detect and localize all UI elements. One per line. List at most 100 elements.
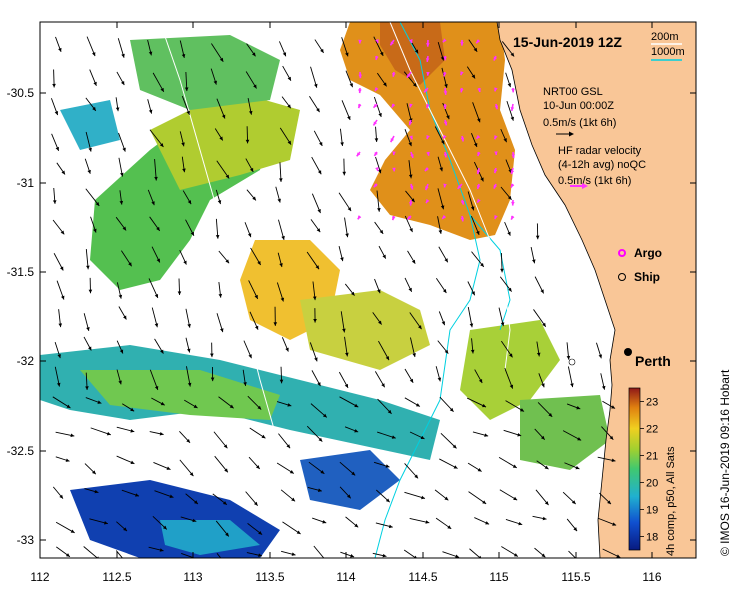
wind-arrow <box>118 157 124 177</box>
wind-arrow <box>308 461 325 475</box>
wind-arrow <box>533 309 547 328</box>
wind-arrow <box>467 281 476 296</box>
wind-arrow <box>279 127 292 145</box>
contour-1000m-b <box>469 214 511 331</box>
wind-arrow <box>182 190 192 205</box>
sst-green-coast <box>460 320 560 420</box>
wind-arrow <box>243 340 252 359</box>
wind-arrow <box>505 159 512 174</box>
wind-arrow <box>58 309 63 328</box>
colorbar-tick-label: 18 <box>646 532 658 544</box>
wind-arrow <box>409 431 425 440</box>
wind-arrow <box>470 215 480 236</box>
colorbar-tick-label: 21 <box>646 451 658 463</box>
radar-legend-line3: 0.5m/s (1kt 6h) <box>558 175 631 187</box>
wind-arrow <box>372 312 382 325</box>
wind-arrow <box>213 431 228 449</box>
radar-arrow <box>442 134 447 140</box>
y-tick-label: -32.5 <box>7 444 35 458</box>
wind-legend-arrow <box>556 131 574 137</box>
wind-arrow <box>500 128 507 143</box>
radar-arrow <box>476 167 481 175</box>
wind-arrow <box>404 491 426 500</box>
wind-arrow <box>306 251 320 270</box>
wind-arrow <box>147 99 153 114</box>
wind-arrow <box>181 156 186 173</box>
radar-arrow <box>425 199 430 204</box>
wind-arrow <box>404 397 421 407</box>
wind-arrow <box>340 551 355 558</box>
radar-arrow <box>510 215 515 220</box>
wind-arrow <box>148 278 159 299</box>
wind-arrow <box>377 431 396 439</box>
wind-arrow <box>373 96 382 118</box>
wind-arrow <box>534 276 545 294</box>
radar-arrow <box>443 71 447 77</box>
wind-arrow <box>216 553 222 558</box>
radar-arrow <box>425 55 430 62</box>
wind-arrow <box>404 129 412 147</box>
wind-arrow <box>279 162 283 182</box>
colorbar <box>628 387 641 551</box>
wind-arrow <box>537 402 553 418</box>
wind-arrow <box>468 39 478 52</box>
sst-yellow-west <box>150 90 300 190</box>
wind-arrow <box>312 281 317 301</box>
wind-arrow <box>404 463 419 479</box>
wind-arrow <box>84 463 97 475</box>
radar-arrow <box>357 215 362 220</box>
wind-arrow <box>339 396 359 408</box>
wind-arrow <box>89 518 108 525</box>
wind-arrow <box>246 552 263 557</box>
wind-arrow <box>249 427 266 439</box>
wind-arrow <box>184 399 198 409</box>
x-tick-label: 113.5 <box>255 570 284 584</box>
wind-arrow <box>566 518 578 532</box>
radar-arrow <box>408 119 413 126</box>
wind-arrow <box>247 523 263 535</box>
wind-arrow <box>500 186 512 201</box>
wind-arrow <box>434 489 449 501</box>
wind-arrow <box>179 249 187 265</box>
radar-arrow <box>476 198 481 204</box>
wind-arrow <box>500 253 504 273</box>
radar-arrow <box>358 87 362 94</box>
wind-arrow <box>152 515 168 530</box>
radar-arrow <box>426 71 430 76</box>
wind-arrow <box>338 246 344 262</box>
wind-arrow <box>309 95 320 113</box>
wind-arrow <box>341 37 349 57</box>
plot-area <box>40 22 696 558</box>
wind-arrow <box>184 71 189 92</box>
wind-arrow <box>117 38 125 58</box>
radar-arrow <box>426 39 430 47</box>
radar-arrow <box>392 151 396 156</box>
radar-arrow <box>493 55 498 61</box>
credit-text: © IMOS 16-Jun-2019 09:16 Hobart <box>718 369 732 556</box>
wind-arrow <box>52 187 57 204</box>
wind-arrow <box>246 43 256 57</box>
x-tick-label: 116 <box>642 570 661 584</box>
wind-arrow <box>344 336 349 357</box>
radar-arrow <box>409 39 413 44</box>
wind-arrow <box>408 160 413 179</box>
wind-arrow <box>151 246 161 263</box>
wind-arrow <box>437 216 443 234</box>
wind-arrow <box>277 252 283 268</box>
wind-arrow <box>339 128 344 147</box>
wind-arrow <box>218 396 234 409</box>
radar-arrow <box>358 39 362 44</box>
wind-arrow <box>312 517 327 524</box>
wind-arrow <box>151 397 165 406</box>
wind-arrow <box>313 545 325 558</box>
radar-arrow <box>460 39 464 46</box>
wind-arrow <box>246 189 257 201</box>
wind-arrow <box>373 461 390 468</box>
wind-arrow <box>55 431 75 438</box>
wind-arrow <box>374 126 379 142</box>
wind-arrow <box>404 277 413 292</box>
wind-arrow <box>88 277 93 294</box>
radar-arrow <box>374 86 379 92</box>
wind-arrow <box>374 278 381 294</box>
